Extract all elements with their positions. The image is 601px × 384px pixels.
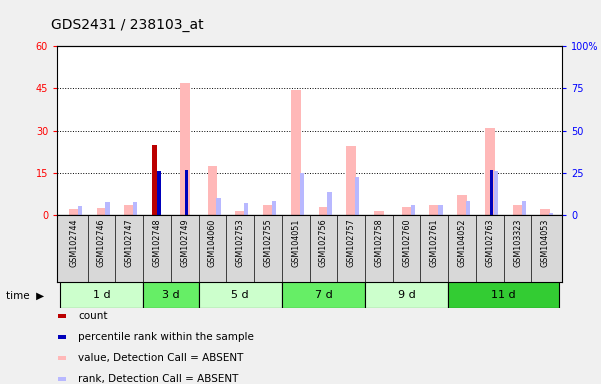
Bar xyxy=(282,282,365,308)
Bar xyxy=(60,282,143,308)
Text: GSM102748: GSM102748 xyxy=(153,218,162,267)
Bar xyxy=(328,192,332,215)
Bar xyxy=(157,171,160,215)
Bar xyxy=(263,205,273,215)
Text: GSM104052: GSM104052 xyxy=(457,218,466,267)
Bar xyxy=(69,209,79,215)
Text: GSM102746: GSM102746 xyxy=(97,218,106,267)
Bar xyxy=(106,202,109,215)
Bar xyxy=(549,212,554,215)
Bar xyxy=(540,209,550,215)
Bar xyxy=(272,201,276,215)
Text: GSM104051: GSM104051 xyxy=(291,218,300,267)
Bar xyxy=(438,205,442,215)
Text: value, Detection Call = ABSENT: value, Detection Call = ABSENT xyxy=(78,353,243,363)
Text: GSM102753: GSM102753 xyxy=(236,218,245,267)
Text: time  ▶: time ▶ xyxy=(6,290,44,300)
Bar xyxy=(216,198,221,215)
Bar xyxy=(430,205,439,215)
Bar xyxy=(522,201,526,215)
Bar xyxy=(374,211,383,215)
Bar xyxy=(300,173,304,215)
Bar xyxy=(244,203,248,215)
Bar xyxy=(319,207,328,215)
Bar xyxy=(490,170,493,215)
Text: GSM102758: GSM102758 xyxy=(374,218,383,267)
Text: percentile rank within the sample: percentile rank within the sample xyxy=(78,332,254,342)
Text: rank, Detection Call = ABSENT: rank, Detection Call = ABSENT xyxy=(78,374,239,384)
Bar xyxy=(355,177,359,215)
Bar xyxy=(410,205,415,215)
Bar xyxy=(457,195,467,215)
Text: 7 d: 7 d xyxy=(314,290,332,300)
Bar xyxy=(365,282,448,308)
Text: GSM102756: GSM102756 xyxy=(319,218,328,267)
Bar xyxy=(401,207,412,215)
Bar xyxy=(494,171,498,215)
Text: GDS2431 / 238103_at: GDS2431 / 238103_at xyxy=(51,18,204,32)
Bar xyxy=(346,146,356,215)
Text: GSM102760: GSM102760 xyxy=(402,218,411,267)
Bar xyxy=(97,208,106,215)
Bar xyxy=(291,90,300,215)
Text: GSM102757: GSM102757 xyxy=(347,218,356,267)
Text: 5 d: 5 d xyxy=(231,290,249,300)
Text: GSM104060: GSM104060 xyxy=(208,218,217,266)
Bar xyxy=(78,206,82,215)
Text: GSM103323: GSM103323 xyxy=(513,218,522,267)
Bar xyxy=(185,170,188,215)
Text: GSM102749: GSM102749 xyxy=(180,218,189,267)
Text: GSM102744: GSM102744 xyxy=(69,218,78,267)
Bar xyxy=(124,205,134,215)
Text: GSM102755: GSM102755 xyxy=(263,218,272,267)
Bar xyxy=(143,282,198,308)
Text: GSM102747: GSM102747 xyxy=(125,218,133,267)
Text: GSM102761: GSM102761 xyxy=(430,218,439,267)
Text: 9 d: 9 d xyxy=(398,290,415,300)
Text: 1 d: 1 d xyxy=(93,290,111,300)
Bar xyxy=(236,211,245,215)
Text: count: count xyxy=(78,311,108,321)
Bar xyxy=(180,83,189,215)
Text: GSM104053: GSM104053 xyxy=(541,218,550,267)
Bar xyxy=(198,282,282,308)
Bar xyxy=(207,166,218,215)
Text: GSM102763: GSM102763 xyxy=(486,218,494,267)
Bar xyxy=(513,205,522,215)
Bar xyxy=(448,282,559,308)
Text: 11 d: 11 d xyxy=(492,290,516,300)
Text: 3 d: 3 d xyxy=(162,290,180,300)
Bar xyxy=(151,145,157,215)
Bar xyxy=(466,201,470,215)
Bar xyxy=(485,128,495,215)
Bar xyxy=(133,202,138,215)
